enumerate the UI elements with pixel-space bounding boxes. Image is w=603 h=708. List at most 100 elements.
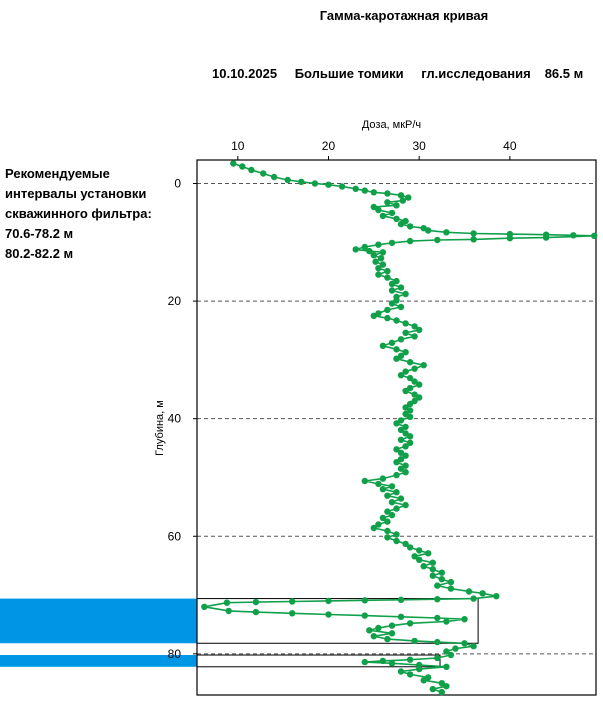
data-point xyxy=(402,329,409,336)
data-point xyxy=(325,611,332,618)
data-point xyxy=(338,183,346,190)
recommendation-line: Рекомендуемые xyxy=(5,166,110,181)
data-point xyxy=(402,443,409,450)
data-point xyxy=(230,160,237,167)
data-point xyxy=(384,306,391,314)
data-point xyxy=(370,633,377,640)
data-point xyxy=(384,635,391,643)
data-point xyxy=(397,596,405,603)
data-point xyxy=(402,387,409,395)
data-point xyxy=(402,404,409,411)
data-point xyxy=(434,638,441,646)
data-point xyxy=(289,598,296,605)
data-point xyxy=(465,588,473,595)
data-point xyxy=(406,544,414,551)
data-point xyxy=(270,173,278,181)
data-point xyxy=(397,426,405,434)
data-point xyxy=(388,209,396,217)
data-point xyxy=(388,483,396,490)
data-point xyxy=(447,578,455,586)
data-point xyxy=(298,178,305,185)
data-point xyxy=(388,239,396,247)
data-point xyxy=(470,230,477,237)
data-point xyxy=(420,563,427,570)
data-point xyxy=(402,540,409,548)
y-tick-label: 20 xyxy=(168,294,182,308)
data-point xyxy=(352,246,359,253)
data-point xyxy=(393,346,400,353)
data-point xyxy=(201,603,208,610)
data-point xyxy=(434,654,441,662)
y-axis-label: Глубина, м xyxy=(154,400,166,456)
data-point xyxy=(260,170,267,177)
data-point xyxy=(411,333,418,340)
y-tick-label: 80 xyxy=(168,647,182,661)
data-point xyxy=(361,612,368,619)
data-point xyxy=(470,236,477,243)
depth-value: 86.5 м xyxy=(544,66,584,81)
data-point xyxy=(366,247,373,255)
data-point xyxy=(411,397,418,405)
data-point xyxy=(406,237,414,245)
data-point xyxy=(411,323,418,330)
data-point xyxy=(402,423,409,431)
data-point xyxy=(416,556,423,563)
data-point xyxy=(384,534,391,541)
data-point xyxy=(542,234,550,241)
data-point xyxy=(406,400,414,408)
data-point xyxy=(406,359,414,366)
data-point xyxy=(406,671,414,678)
data-point xyxy=(406,407,414,414)
data-point xyxy=(379,657,387,665)
data-point xyxy=(452,645,459,652)
data-point xyxy=(311,180,319,187)
data-point xyxy=(443,618,450,625)
data-point xyxy=(352,185,359,192)
data-point xyxy=(248,166,255,174)
data-point xyxy=(470,595,477,602)
data-point xyxy=(375,206,382,214)
data-point xyxy=(393,537,400,545)
data-point xyxy=(223,599,231,606)
data-point xyxy=(384,508,391,515)
data-point xyxy=(406,374,414,382)
data-point xyxy=(438,688,445,696)
x-tick-label: 40 xyxy=(503,139,517,153)
data-point xyxy=(379,342,387,349)
data-point xyxy=(416,665,423,673)
data-point xyxy=(361,243,368,251)
data-point xyxy=(434,614,441,622)
data-point xyxy=(447,651,455,659)
interval-2: 80.2-82.2 м xyxy=(5,246,74,261)
data-point xyxy=(384,190,391,197)
data-point xyxy=(461,616,468,623)
data-point xyxy=(384,527,391,535)
data-point xyxy=(361,187,368,194)
data-point xyxy=(438,569,445,576)
data-point xyxy=(397,456,405,463)
data-point xyxy=(402,501,409,509)
x-tick-label: 30 xyxy=(412,139,426,153)
data-point xyxy=(397,372,405,379)
data-point xyxy=(388,339,396,346)
data-point xyxy=(388,280,396,288)
data-point xyxy=(429,566,436,573)
data-point xyxy=(397,303,405,311)
data-point xyxy=(379,514,387,522)
data-point xyxy=(361,597,368,604)
filter-box-1 xyxy=(196,598,479,644)
data-point xyxy=(370,203,377,211)
data-point xyxy=(388,511,396,519)
data-point xyxy=(570,232,577,239)
data-point xyxy=(402,462,409,469)
data-point xyxy=(370,252,377,259)
data-point xyxy=(493,593,500,600)
data-point xyxy=(393,297,400,304)
data-point xyxy=(370,189,377,196)
dose-series xyxy=(201,160,598,696)
data-point xyxy=(393,446,400,453)
data-point xyxy=(479,590,486,597)
data-point xyxy=(377,255,385,262)
data-point xyxy=(361,477,368,485)
